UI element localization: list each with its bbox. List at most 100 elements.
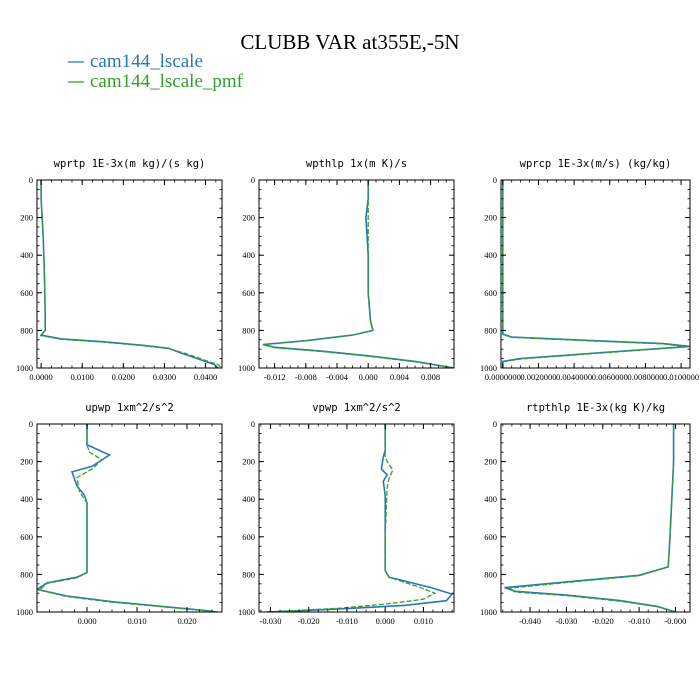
y-tick-label: 400 <box>20 494 33 504</box>
y-tick-label: 800 <box>484 569 497 579</box>
subplot-title: rtpthlp 1E-3x(kg K)/kg <box>526 402 665 414</box>
x-tick-label: -0.008 <box>295 372 317 382</box>
y-tick-label: 1000 <box>16 363 33 373</box>
x-tick-label: 0.0100 <box>71 372 94 382</box>
x-tick-label: 0.0040000 <box>556 372 592 382</box>
subplot-title: wprcp 1E-3x(m/s) (kg/kg) <box>520 158 672 170</box>
legend-entry: cam144_lscale <box>68 51 203 72</box>
subplot: upwp 1xm^2/s^2 0 200 400 600 800 1000 0.000 0.01… <box>16 402 223 626</box>
y-tick-label: 0 <box>251 419 255 429</box>
x-tick-label: 0.010 <box>414 616 433 626</box>
subplot: wpthlp 1x(m K)/s02004006008001000-0.012-… <box>238 158 455 382</box>
x-tick-label: 0.004 <box>390 372 410 382</box>
y-tick-label: 600 <box>242 532 255 542</box>
x-tick-label: 0.0060000 <box>592 372 628 382</box>
legend-label: cam144_lscale <box>90 51 203 72</box>
y-tick-label: 600 <box>484 288 497 298</box>
series-line-cam144-lscale <box>266 424 454 612</box>
y-tick-label: 600 <box>20 288 33 298</box>
subplot-title: wpthlp 1x(m K)/s <box>306 158 407 170</box>
series-line-cam144-lscale-pmf <box>502 180 687 368</box>
x-tick-label: 0.010 <box>127 616 146 626</box>
x-tick-label: -0.004 <box>326 372 349 382</box>
legend-entry: cam144_lscale_pmf <box>68 71 244 92</box>
x-tick-label: 0.0100000 <box>663 372 699 382</box>
y-tick-label: 800 <box>484 325 497 335</box>
plot-frame <box>500 179 691 369</box>
y-tick-label: 200 <box>484 213 497 223</box>
y-tick-label: 600 <box>20 532 33 542</box>
y-tick-label: 0 <box>29 419 33 429</box>
y-tick-label: 800 <box>242 569 255 579</box>
x-tick-label: -0.012 <box>264 372 286 382</box>
x-tick-label: 0.0020000 <box>520 372 556 382</box>
y-tick-label: 400 <box>242 494 255 504</box>
y-tick-label: 400 <box>20 250 33 260</box>
x-tick-label: -0.030 <box>555 616 577 626</box>
x-tick-label: -0.010 <box>336 616 358 626</box>
y-tick-label: 0 <box>493 175 497 185</box>
subplot: wprtp 1E-3x(m kg)/(s kg) 0 200 400 600 800 100… <box>16 158 223 382</box>
y-tick-label: 400 <box>484 250 497 260</box>
subplot: vpwp 1xm^2/s^2 0 200 400 600 800 1000 -0.030 -0.… <box>238 402 455 626</box>
y-tick-label: 0 <box>251 175 255 185</box>
subplot: rtpthlp 1E-3x(kg K)/kg 0 200 400 600 800 1000 -… <box>480 402 691 626</box>
x-tick-label: 0.0200 <box>112 372 135 382</box>
x-tick-label: 0.0300 <box>153 372 176 382</box>
y-tick-label: 0 <box>493 419 497 429</box>
series-line-cam144-lscale <box>37 424 218 612</box>
subplot-title: wprtp 1E-3x(m kg)/(s kg) <box>54 158 206 170</box>
y-tick-label: 800 <box>20 569 33 579</box>
y-tick-label: 200 <box>20 213 33 223</box>
y-tick-label: 1000 <box>480 607 497 617</box>
series-line-cam144-lscale-pmf <box>262 180 454 368</box>
y-tick-label: 1000 <box>16 607 33 617</box>
x-tick-label: 0.000 <box>359 372 378 382</box>
series-line-cam144-lscale-pmf <box>506 424 676 612</box>
y-tick-label: 400 <box>484 494 497 504</box>
plot-frame <box>258 179 455 369</box>
y-tick-label: 200 <box>242 213 255 223</box>
subplot-title: vpwp 1xm^2/s^2 <box>312 402 401 414</box>
x-tick-label: 0.000 <box>376 616 395 626</box>
x-tick-label: 0.0080000 <box>627 372 663 382</box>
series-line-cam144-lscale-pmf <box>39 180 222 368</box>
x-tick-label: -0.030 <box>259 616 281 626</box>
y-tick-label: 600 <box>242 288 255 298</box>
x-tick-label: 0.020 <box>177 616 196 626</box>
plot-frame <box>500 423 691 613</box>
x-tick-label: 0.0000 <box>29 372 52 382</box>
legend-label: cam144_lscale_pmf <box>90 71 244 92</box>
y-tick-label: 200 <box>20 457 33 467</box>
y-tick-label: 400 <box>242 250 255 260</box>
x-tick-label: -0.040 <box>519 616 541 626</box>
y-tick-label: 800 <box>242 325 255 335</box>
y-tick-label: 200 <box>484 457 497 467</box>
y-tick-label: 800 <box>20 325 33 335</box>
plot-frame <box>258 423 455 613</box>
y-tick-label: 0 <box>29 175 33 185</box>
y-tick-label: 600 <box>484 532 497 542</box>
series-line-cam144-lscale-pmf <box>266 424 437 612</box>
x-tick-label: -0.020 <box>592 616 614 626</box>
plot-frame <box>36 423 223 613</box>
subplot-title: upwp 1xm^2/s^2 <box>85 402 174 414</box>
x-tick-label: -0.020 <box>298 616 320 626</box>
page-title: CLUBB VAR at355E,-5N <box>240 30 460 54</box>
subplot: wprcp 1E-3x(m/s) (kg/kg) 0 200 400 600 800 100… <box>480 158 699 382</box>
series-line-cam144-lscale <box>501 180 690 368</box>
y-tick-label: 200 <box>242 457 255 467</box>
series-line-cam144-lscale-pmf <box>38 424 218 612</box>
x-tick-label: 0.0000000 <box>485 372 521 382</box>
y-tick-label: 1000 <box>238 363 255 373</box>
x-tick-label: 0.000 <box>77 616 96 626</box>
x-tick-label: 0.008 <box>421 372 440 382</box>
series-line-cam144-lscale <box>504 424 676 612</box>
x-tick-label: -0.000 <box>664 616 686 626</box>
y-tick-label: 1000 <box>480 363 497 373</box>
y-tick-label: 1000 <box>238 607 255 617</box>
x-tick-label: 0.0400 <box>194 372 217 382</box>
series-line-cam144-lscale <box>262 180 454 368</box>
x-tick-label: -0.010 <box>628 616 650 626</box>
